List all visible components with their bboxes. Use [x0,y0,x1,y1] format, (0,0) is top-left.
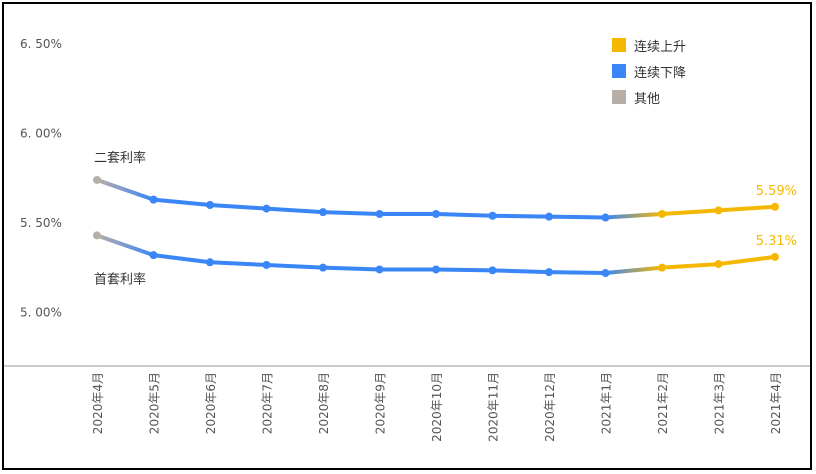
y-axis: 6. 50% 6. 00% 5. 50% 5. 00% [20,37,62,319]
y-tick-label: 5. 50% [20,216,62,230]
y-tick-label: 6. 00% [20,126,62,140]
data-point [658,263,666,272]
series-segment [264,206,325,215]
line-chart: 6. 50%6. 00%5. 50%5. 00% 2020年4月 2020年5月 2… [4,37,810,442]
legend-item: 其他 [612,84,686,110]
series-lines [95,177,777,276]
legend-label: 其他 [634,91,661,107]
series-name-label: 二套利率 [94,150,146,166]
x-tick-label: 2020年8月 [317,372,331,434]
legend-swatch [612,64,626,78]
x-tick-label: 2021年2月 [656,372,670,434]
legend-swatch [612,38,626,52]
series-segment [434,211,495,218]
series-segment [490,268,551,275]
series-segment [208,260,269,267]
series-points [93,175,779,278]
data-point [375,209,384,218]
x-tick-label: 2021年4月 [769,372,783,434]
series-segment [716,254,777,267]
data-point [93,175,101,184]
data-point [319,263,327,272]
legend-label: 连续下降 [634,65,687,81]
data-point [545,268,553,277]
data-point [771,202,779,211]
x-tick-label: 2020年11月 [487,372,501,442]
legend-swatch [612,90,626,104]
series-segment [716,204,777,213]
data-point [658,209,666,218]
series-segment [660,208,721,216]
data-point [206,201,214,209]
data-point [206,258,214,267]
data-point [771,252,779,261]
x-tick-label: 2020年4月 [91,372,105,434]
x-tick-label: 2020年5月 [148,372,162,434]
data-point [601,269,610,278]
legend: 连续上升连续下降其他 [612,32,686,110]
data-point [545,212,553,221]
data-point [375,265,384,274]
x-tick-label: 2020年6月 [204,372,218,434]
x-tick-label: 2020年9月 [374,372,388,434]
series-segment [603,211,664,220]
series-segment [321,265,382,272]
series-segment [434,267,495,273]
x-tick-label: 2021年3月 [713,372,727,434]
series-segment [151,253,212,265]
series-segment [95,233,156,258]
series-segment [264,262,325,270]
x-tick-label: 2020年10月 [430,372,444,442]
data-point [432,209,440,218]
series-segment [321,210,382,216]
data-point [262,204,271,213]
series-segment [490,213,551,219]
data-point [488,266,497,275]
data-point [488,211,497,220]
legend-label: 连续上升 [634,39,687,55]
y-tick-label: 6. 50% [20,37,62,51]
end-value-label: 5.59% [756,184,797,199]
legend-item: 连续上升 [612,32,686,58]
series-segment [547,214,608,220]
x-axis: 2020年4月 2020年5月 2020年6月 2020年7月 2020年8月 2020年… [4,365,810,442]
series-segment [208,203,269,211]
data-point [149,195,158,204]
series-name-label: 首套利率 [94,271,146,287]
x-tick-label: 2021年1月 [600,372,614,434]
data-point [714,206,723,215]
data-point [432,265,440,274]
x-tick-label: 2020年12月 [543,372,557,442]
data-point [262,260,271,269]
y-tick-label: 5. 00% [20,305,62,319]
data-point [601,213,610,222]
data-point [714,260,723,269]
series-segment [660,262,721,270]
series-segment [603,265,664,276]
series-segment [547,270,608,276]
data-point [319,208,327,217]
data-point [149,251,158,260]
data-point [93,231,101,240]
x-tick-label: 2020年7月 [261,372,275,434]
series-segment [95,177,156,202]
end-value-label: 5.31% [756,234,797,249]
series-segment [151,197,212,207]
series-labels: 二套利率 5.59% 首套利率 5.31% [94,150,797,287]
legend-item: 连续下降 [612,58,686,84]
